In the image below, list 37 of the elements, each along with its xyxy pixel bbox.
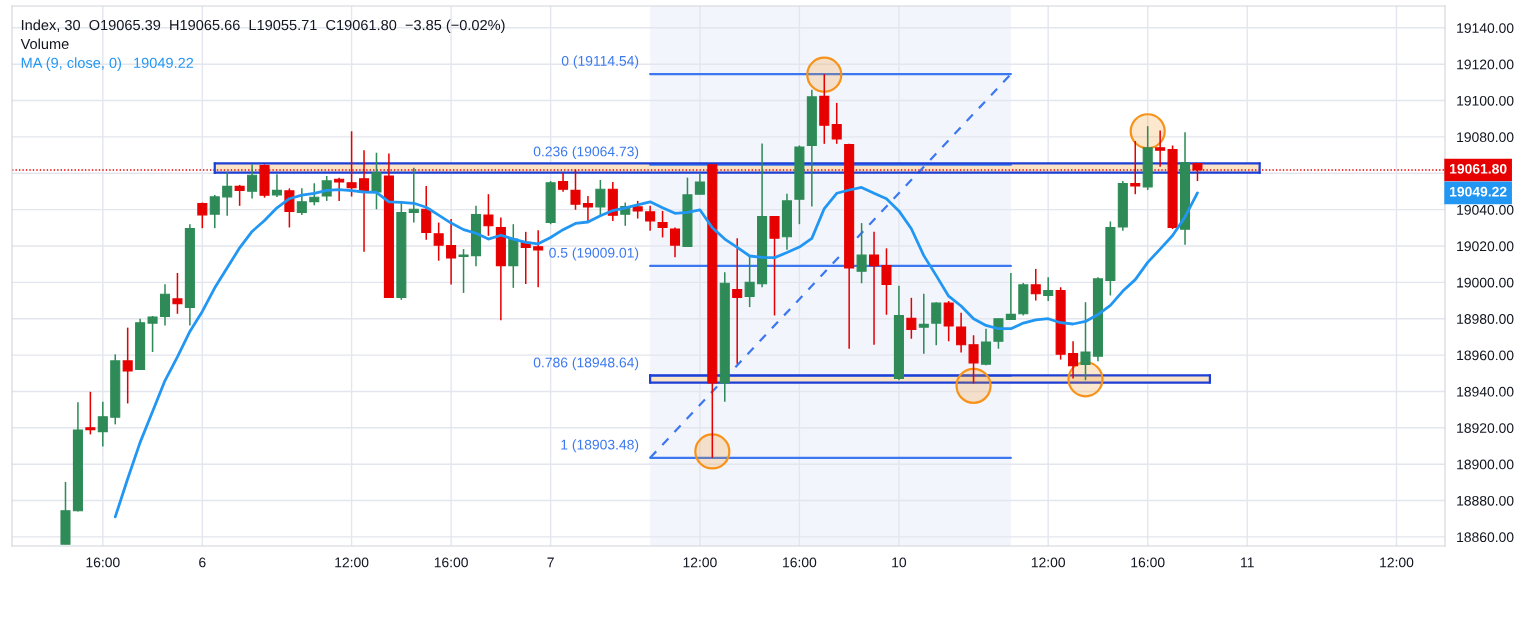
- y-tick-label: 19140.00: [1457, 23, 1514, 33]
- ref-line-label: 19061.80: [1450, 163, 1507, 174]
- x-tick-label: 16:00: [86, 557, 120, 568]
- y-tick-label: 18940.00: [1457, 386, 1514, 397]
- x-tick-label: 6: [199, 557, 206, 568]
- series-label: 0 (19114.54): [561, 55, 639, 69]
- x-tick-label: 7: [547, 557, 554, 568]
- y-tick-label: 18960.00: [1457, 350, 1514, 361]
- annotation: 19049.22: [134, 57, 194, 69]
- y-tick-label: 19120.00: [1457, 59, 1514, 70]
- x-tick-label: 16:00: [1131, 557, 1165, 568]
- y-tick-label: 19080.00: [1457, 132, 1514, 143]
- y-tick-label: 19100.00: [1457, 95, 1514, 106]
- x-tick-label: 12:00: [1380, 557, 1414, 568]
- text: 19049.22: [1450, 186, 1507, 197]
- x-tick-label: 12:00: [683, 557, 717, 568]
- y-tick-label: 18920.00: [1457, 423, 1514, 433]
- y-tick-label: 18980.00: [1457, 314, 1514, 324]
- y-tick-label: 19040.00: [1457, 204, 1514, 215]
- x-tick-label: 12:00: [335, 557, 369, 568]
- y-tick-label: 18900.00: [1457, 459, 1514, 470]
- y-tick-label: 19020.00: [1457, 241, 1514, 252]
- x-tick-label: 12:00: [1031, 557, 1066, 568]
- series-label: 0.5 (19009.01): [549, 247, 639, 261]
- x-tick-label: 16:00: [783, 557, 817, 568]
- y-tick-label: 18880.00: [1457, 495, 1514, 506]
- x-tick-label: 11: [1241, 557, 1254, 568]
- y-tick-label: 19000.00: [1457, 277, 1514, 288]
- annotation: Volume: [20, 38, 69, 50]
- series-label: 0.786 (18948.64): [533, 357, 639, 371]
- annotation: Index, 30 O19065.39 H19065.66 L19055.71 C19061.80 −3.85 (−0.02%): [21, 19, 505, 34]
- y-tick-label: 18860.00: [1457, 532, 1514, 543]
- series-label: 0.236 (19064.73): [533, 146, 639, 160]
- text: MA (9, close, 0): [21, 57, 121, 71]
- series-label: 1 (18903.48): [561, 439, 639, 453]
- x-tick-label: 10: [892, 557, 907, 568]
- x-tick-label: 16:00: [434, 557, 468, 568]
